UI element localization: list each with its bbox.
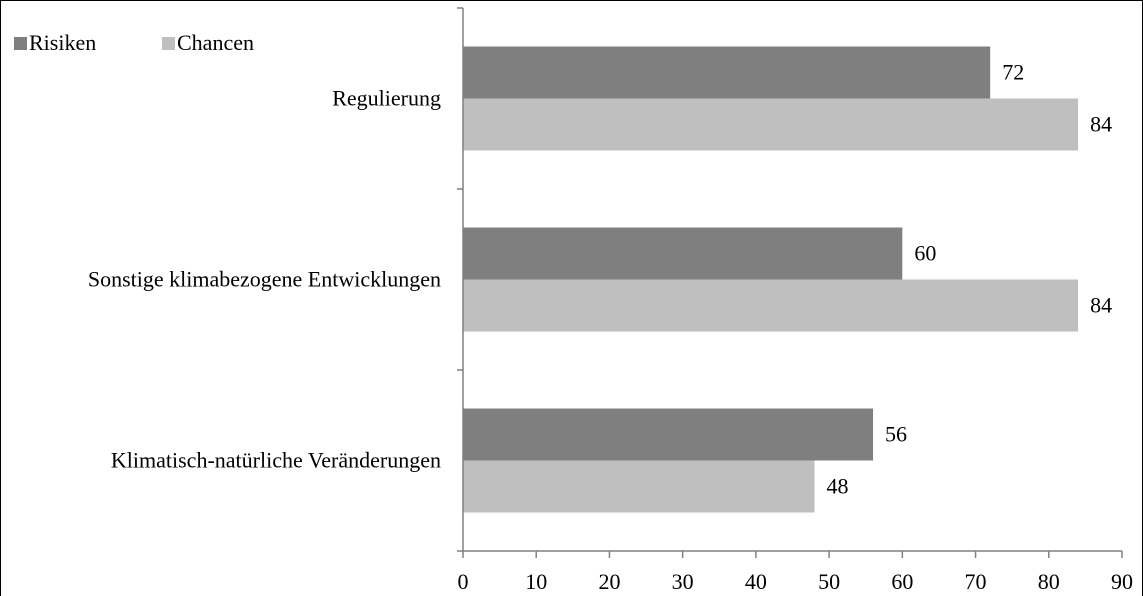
bar-chancen-regulierung (463, 98, 1079, 151)
x-tick-label: 90 (1111, 569, 1133, 594)
legend: Risiken Chancen (14, 30, 254, 55)
bars-layer: 72 84 60 84 56 48 (463, 46, 1112, 513)
legend-label-chancen: Chancen (177, 30, 254, 55)
data-label-risiken-regulierung: 72 (1002, 60, 1024, 85)
x-tick-label: 60 (891, 569, 913, 594)
category-label: Klimatisch-natürliche Veränderungen (111, 448, 441, 473)
x-tick-label: 80 (1038, 569, 1060, 594)
bar-risiken-klimatisch-natürliche-veränderungen (463, 408, 874, 461)
bar-risiken-regulierung (463, 46, 991, 99)
data-label-risiken-klimatisch-natürliche-veränderungen: 56 (885, 422, 907, 447)
legend-swatch-risiken (14, 37, 27, 50)
data-label-chancen-klimatisch-natürliche-veränderungen: 48 (826, 474, 848, 499)
data-label-risiken-sonstige-klimabezogene-entwicklungen: 60 (914, 241, 936, 266)
x-tick-label: 20 (598, 569, 620, 594)
x-tick-label: 30 (672, 569, 694, 594)
x-tick-label: 40 (745, 569, 767, 594)
legend-swatch-chancen (162, 37, 175, 50)
x-tick-label: 10 (525, 569, 547, 594)
x-tick-label: 50 (818, 569, 840, 594)
x-tick-label: 70 (965, 569, 987, 594)
bar-chancen-klimatisch-natürliche-veränderungen (463, 460, 815, 513)
bar-risiken-sonstige-klimabezogene-entwicklungen (463, 227, 903, 280)
axes-layer: Regulierung Sonstige klimabezogene Entwic… (88, 7, 1133, 594)
legend-label-risiken: Risiken (29, 30, 96, 55)
category-label: Regulierung (332, 86, 441, 111)
bar-chancen-sonstige-klimabezogene-entwicklungen (463, 279, 1079, 332)
data-label-chancen-regulierung: 84 (1090, 112, 1112, 137)
data-label-chancen-sonstige-klimabezogene-entwicklungen: 84 (1090, 293, 1112, 318)
category-label: Sonstige klimabezogene Entwicklungen (88, 267, 441, 292)
x-tick-label: 0 (458, 569, 469, 594)
